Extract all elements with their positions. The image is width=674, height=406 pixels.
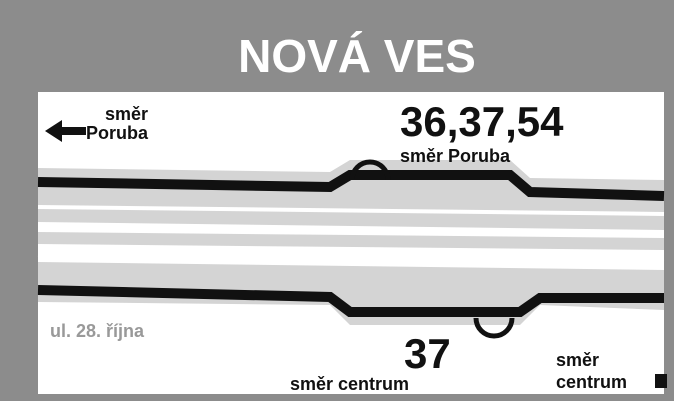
- direction-label: směr: [556, 350, 599, 370]
- line-numbers: 37: [404, 330, 451, 377]
- arrow-right: [655, 374, 667, 388]
- direction-label: centrum: [556, 372, 627, 392]
- bus-route-upper: [37, 170, 665, 201]
- direction-label: směr: [105, 104, 148, 124]
- road-middle: [38, 232, 664, 250]
- street-name: ul. 28. října: [50, 321, 145, 341]
- stop-direction: směr centrum: [290, 374, 409, 394]
- stop-title: NOVÁ VES: [238, 30, 476, 82]
- line-numbers: 36,37,54: [400, 98, 564, 145]
- stop-direction: směr Poruba: [400, 146, 511, 166]
- stop-marker-top: [349, 159, 391, 181]
- lane-line: [37, 253, 665, 264]
- arrow-left: [45, 120, 86, 142]
- direction-label: Poruba: [86, 123, 149, 143]
- roads: [37, 159, 665, 339]
- bus-route-lower: [37, 285, 664, 317]
- stop-marker-bottom: [473, 317, 515, 339]
- lane-line: [37, 205, 665, 216]
